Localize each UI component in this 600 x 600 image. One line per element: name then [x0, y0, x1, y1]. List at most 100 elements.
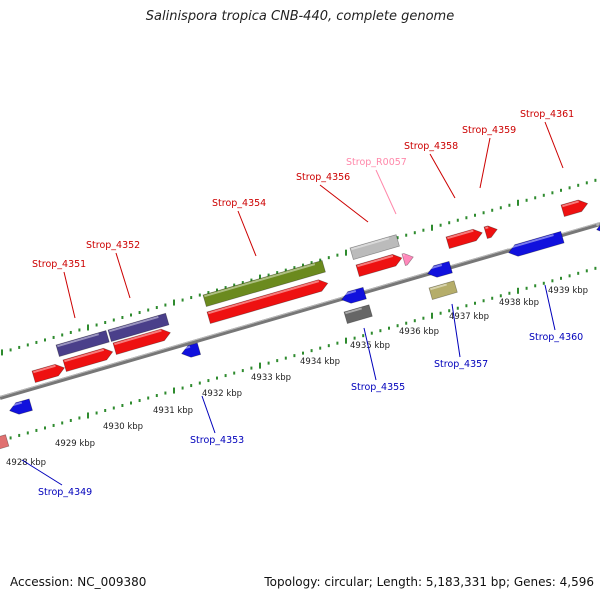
- gene-label[interactable]: Strop_4353: [190, 435, 244, 446]
- gene-arrow[interactable]: [0, 434, 10, 450]
- gene-arrow-shine: [508, 234, 554, 250]
- gene-label-leader: [363, 327, 377, 381]
- gene-arrow-shine: [64, 348, 105, 363]
- kbp-label: 4934 kbp: [300, 357, 340, 367]
- gene-arrow[interactable]: [31, 362, 66, 383]
- gene-label-leader: [201, 395, 216, 434]
- gene-label[interactable]: Strop_4359: [462, 125, 516, 136]
- accession-text: Accession: NC_009380: [10, 575, 147, 589]
- kbp-label: 4931 kbp: [153, 406, 193, 416]
- gene-arrow-body: [428, 280, 458, 300]
- kbp-label: 4938 kbp: [499, 298, 539, 308]
- gene-arrow-body: [206, 279, 329, 324]
- gene-arrow-body: [355, 254, 403, 277]
- gene-arrow[interactable]: [349, 234, 400, 260]
- gene-arrow[interactable]: [445, 227, 484, 249]
- gene-label-leader: [375, 169, 397, 215]
- gene-label[interactable]: Strop_4356: [296, 172, 350, 183]
- gene-label-leader: [63, 271, 76, 319]
- gene-arrow[interactable]: [8, 398, 33, 417]
- kbp-label: 4936 kbp: [399, 327, 439, 337]
- gene-label-leader: [429, 153, 456, 199]
- kbp-label: 4933 kbp: [251, 373, 291, 383]
- gene-arrow-shine: [430, 283, 447, 291]
- kbp-label: 4935 kbp: [350, 341, 390, 351]
- gene-label[interactable]: Strop_4358: [404, 141, 458, 152]
- gene-arrow-body: [508, 230, 565, 257]
- gene-arrow[interactable]: [206, 277, 329, 324]
- gene-label-leader: [544, 121, 564, 169]
- gene-arrow[interactable]: [202, 260, 326, 307]
- gene-arrow[interactable]: [426, 260, 453, 279]
- gene-arrow-shine: [9, 401, 23, 408]
- genome-summary-text: Topology: circular; Length: 5,183,331 bp…: [264, 575, 594, 589]
- gene-arrow[interactable]: [55, 330, 110, 357]
- gene-label[interactable]: Strop_4352: [86, 240, 140, 251]
- gene-arrow[interactable]: [112, 327, 172, 355]
- gene-arrow-shine: [485, 226, 489, 230]
- gene-arrow[interactable]: [401, 251, 415, 266]
- gene-arrow-body: [62, 347, 114, 372]
- gene-arrow-body: [343, 304, 373, 324]
- gene-label-leader: [544, 284, 556, 331]
- gene-arrow-shine: [181, 345, 191, 351]
- gene-arrow[interactable]: [355, 252, 404, 277]
- gene-label-leader: [319, 184, 369, 223]
- gene-arrow-shine: [341, 290, 357, 297]
- gene-arrow-body: [401, 253, 414, 266]
- gene-arrow-shine: [114, 329, 162, 346]
- gene-arrow-body: [9, 398, 33, 415]
- gene-arrow-shine: [208, 280, 320, 315]
- kbp-label: 4930 kbp: [103, 422, 143, 432]
- gene-arrow[interactable]: [107, 312, 170, 342]
- gene-arrow-body: [341, 286, 367, 304]
- gene-arrow-body: [55, 330, 110, 357]
- gene-label-leader: [451, 303, 461, 358]
- gene-label[interactable]: Strop_4357: [434, 359, 488, 370]
- gene-arrow[interactable]: [483, 224, 499, 239]
- gene-label-leader: [237, 210, 257, 257]
- genome-backbone-highlight: [0, 222, 600, 397]
- gene-label[interactable]: Strop_4361: [520, 109, 574, 120]
- gene-label[interactable]: Strop_4360: [529, 332, 583, 343]
- gene-arrow-shine: [357, 254, 394, 268]
- gene-arrow[interactable]: [560, 198, 589, 217]
- gene-arrow-shine: [109, 315, 159, 333]
- gene-label[interactable]: Strop_4351: [32, 259, 86, 270]
- gene-arrow-shine: [562, 200, 579, 208]
- gene-arrow-shine: [447, 229, 474, 240]
- gene-arrow-body: [31, 363, 65, 383]
- gene-arrow[interactable]: [180, 342, 202, 360]
- gene-arrow-body: [202, 260, 326, 307]
- kbp-label: 4929 kbp: [55, 439, 95, 449]
- gene-arrow-body: [0, 434, 10, 450]
- gene-arrow[interactable]: [340, 286, 367, 305]
- kbp-label: 4939 kbp: [548, 286, 588, 296]
- gene-label[interactable]: Strop_4355: [351, 382, 405, 393]
- gene-label-leader: [479, 137, 491, 189]
- kbp-label: 4932 kbp: [202, 389, 242, 399]
- gene-label[interactable]: Strop_R0057: [346, 157, 407, 168]
- gene-arrow-shine: [204, 263, 316, 298]
- gene-arrow[interactable]: [62, 346, 114, 372]
- kbp-label: 4937 kbp: [449, 312, 489, 322]
- gene-arrow[interactable]: [343, 304, 373, 324]
- gene-label-leader: [21, 459, 63, 486]
- gene-label[interactable]: Strop_4354: [212, 198, 266, 209]
- gene-arrow-body: [427, 260, 453, 278]
- gene-arrow[interactable]: [428, 280, 458, 300]
- gene-arrow-shine: [351, 237, 390, 251]
- gene-arrow-shine: [427, 264, 443, 271]
- gene-arrow-shine: [345, 307, 362, 315]
- gene-arrow-shine: [596, 223, 600, 227]
- gene-arrow-body: [349, 234, 400, 260]
- gene-arrow-body: [107, 312, 170, 342]
- gene-arrow-shine: [33, 364, 56, 374]
- map-title: Salinispora tropica CNB-440, complete ge…: [145, 9, 455, 24]
- gene-arrow[interactable]: [507, 230, 565, 258]
- gene-arrow-shine: [57, 333, 99, 348]
- gene-label-leader: [115, 252, 131, 299]
- gene-label[interactable]: Strop_4349: [38, 487, 92, 498]
- gene-arrow-body: [181, 342, 202, 358]
